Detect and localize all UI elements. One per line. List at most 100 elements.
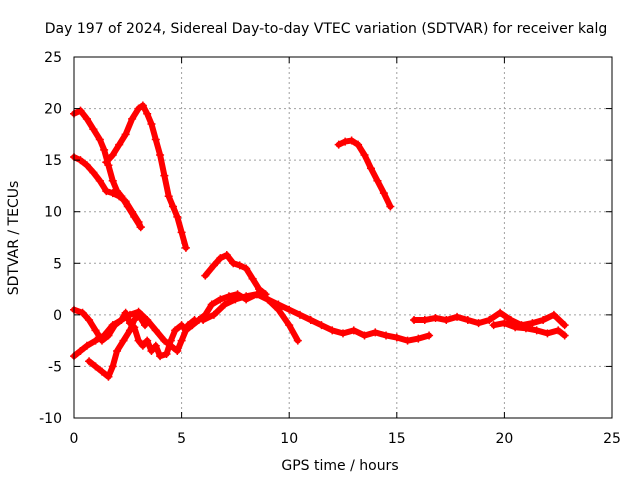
data-point [85, 357, 94, 366]
data-point [392, 333, 401, 342]
series-line [200, 291, 433, 344]
series-arc-8 [334, 136, 395, 211]
data-point [102, 158, 111, 167]
data-point [285, 321, 294, 330]
data-point [91, 336, 100, 345]
data-point [306, 316, 315, 325]
data-point [95, 176, 104, 185]
data-point [420, 316, 429, 325]
data-point [403, 336, 412, 345]
data-point [121, 130, 130, 139]
data-point [82, 341, 91, 350]
data-point [177, 336, 186, 345]
data-point [147, 120, 156, 129]
y-tick-label: 15 [44, 153, 62, 169]
data-point [366, 164, 375, 173]
data-point [543, 329, 552, 338]
data-point [295, 310, 304, 319]
data-point [347, 136, 356, 145]
data-point [156, 352, 165, 361]
data-point [100, 331, 109, 340]
x-tick-label: 0 [70, 431, 79, 447]
data-point [201, 271, 210, 280]
data-point [328, 326, 337, 335]
data-point [134, 104, 143, 113]
data-point [500, 319, 509, 328]
data-point [117, 192, 126, 201]
data-point [339, 329, 347, 338]
data-point [317, 321, 326, 330]
data-point [108, 176, 117, 185]
data-point [100, 145, 109, 154]
data-point [224, 292, 233, 301]
data-series [70, 101, 569, 381]
data-point [162, 350, 171, 359]
data-point [136, 223, 145, 232]
data-point [379, 189, 388, 198]
data-point [134, 310, 143, 319]
data-point [164, 192, 173, 201]
data-point [489, 321, 498, 330]
data-point [173, 346, 182, 355]
data-point [463, 316, 472, 325]
data-point [130, 316, 139, 325]
data-point [113, 187, 122, 196]
data-point [334, 140, 343, 149]
data-point [521, 324, 530, 333]
grid-lines [74, 57, 612, 418]
data-point [95, 135, 104, 144]
data-point [151, 326, 160, 335]
data-point [453, 312, 462, 321]
axis-ticks: 0 5 10 15 20 25 -10 -5 0 5 10 15 20 25 [39, 50, 621, 447]
data-point [532, 326, 541, 335]
data-point [108, 321, 117, 330]
data-point [113, 346, 122, 355]
data-point [91, 326, 100, 335]
data-point [102, 187, 111, 196]
data-point [166, 341, 175, 350]
data-point [76, 346, 85, 355]
series-arc-5 [70, 106, 145, 232]
data-point [354, 140, 363, 149]
data-point [138, 101, 147, 110]
data-point [431, 313, 440, 322]
data-point [231, 295, 240, 304]
data-point [97, 367, 106, 376]
data-point [123, 202, 132, 211]
data-point [442, 316, 451, 325]
data-point [386, 202, 395, 211]
data-point [151, 135, 160, 144]
y-tick-label: 20 [44, 102, 62, 118]
data-point [209, 261, 218, 270]
data-point [171, 326, 180, 335]
data-point [360, 331, 369, 340]
data-point [485, 316, 494, 325]
data-point [216, 254, 225, 263]
x-tick-label: 5 [177, 431, 186, 447]
data-point [382, 331, 391, 340]
data-point [222, 251, 231, 260]
data-point [156, 150, 165, 159]
series-arc-7 [201, 251, 270, 299]
data-point [151, 341, 160, 350]
data-point [104, 372, 113, 381]
data-point [108, 150, 117, 159]
data-point [216, 295, 225, 304]
x-axis-label: GPS time / hours [281, 458, 398, 474]
data-point [242, 264, 251, 273]
data-point [130, 212, 139, 221]
data-point [274, 300, 283, 309]
series-arc-10 [410, 308, 569, 330]
y-tick-label: -10 [39, 411, 62, 427]
data-point [143, 109, 152, 118]
data-point [125, 326, 134, 335]
y-tick-label: 0 [53, 308, 62, 324]
data-point [181, 243, 190, 252]
data-point [207, 300, 216, 309]
data-point [134, 336, 143, 345]
x-tick-label: 25 [603, 431, 621, 447]
data-point [82, 161, 91, 170]
data-point [255, 285, 264, 294]
data-point [209, 310, 218, 319]
